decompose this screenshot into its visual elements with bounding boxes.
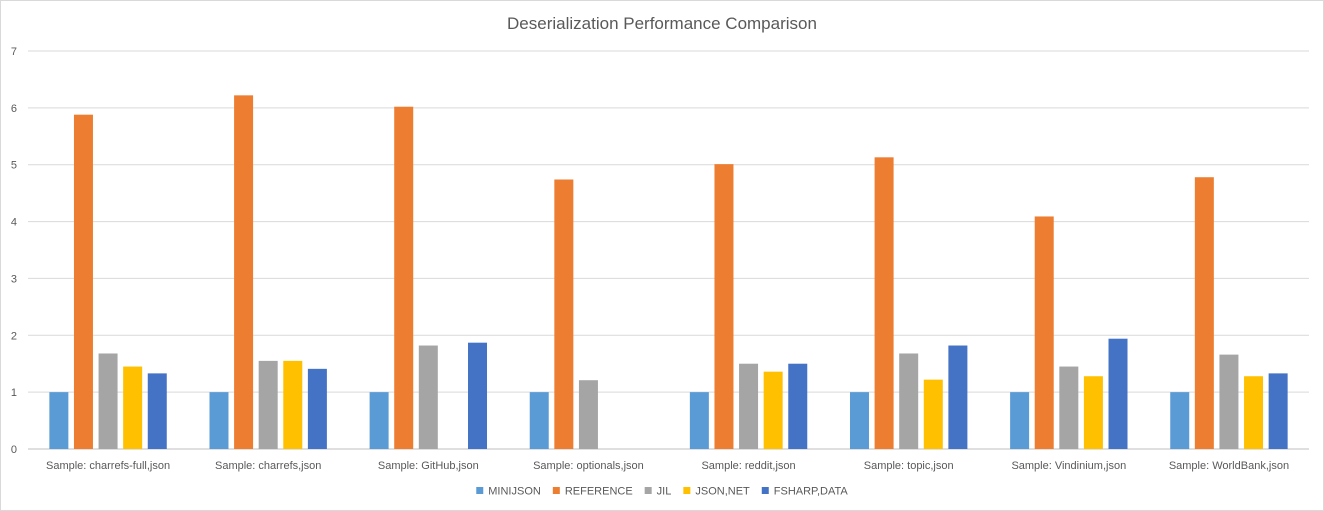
legend-swatch	[644, 487, 652, 494]
bar-json-net	[283, 360, 303, 449]
bar-minijson	[529, 392, 549, 449]
x-tick-label: Sample: charrefs-full,json	[46, 460, 170, 472]
bar-minijson	[689, 392, 709, 449]
bar-json-net	[923, 379, 943, 449]
bar-reference	[1034, 216, 1054, 449]
bar-reference	[1194, 177, 1214, 450]
bar-minijson	[849, 392, 869, 449]
y-tick-label: 6	[11, 103, 17, 115]
bar-minijson	[49, 392, 69, 449]
bar-jil	[578, 380, 598, 449]
x-tick-label: Sample: topic,json	[864, 460, 954, 472]
legend-label: JSON,NET	[695, 486, 750, 498]
legend: MINIJSON REFERENCE JIL JSON,NET FSHARP,DATA	[476, 486, 848, 498]
bar-reference	[234, 95, 254, 449]
bar-minijson	[369, 392, 389, 449]
y-tick-label: 4	[11, 217, 17, 229]
bar-jil	[739, 363, 759, 449]
chart-title: Deserialization Performance Comparison	[507, 14, 817, 33]
legend-swatch	[683, 487, 691, 494]
bars	[49, 95, 1288, 450]
y-tick-label: 5	[11, 160, 17, 172]
bar-jil	[258, 360, 278, 449]
bar-fsharp-data	[788, 363, 808, 449]
y-tick-label: 7	[11, 46, 17, 58]
bar-json-net	[1083, 376, 1103, 449]
y-tick-label: 0	[11, 444, 17, 456]
bar-jil	[98, 353, 118, 449]
bar-minijson	[209, 392, 229, 449]
legend-swatch	[476, 487, 484, 494]
legend-label: FSHARP,DATA	[774, 486, 849, 498]
bar-jil	[1219, 354, 1239, 449]
y-tick-label: 2	[11, 330, 17, 342]
x-tick-label: Sample: GitHub,json	[378, 460, 479, 472]
x-tick-label: Sample: charrefs,json	[215, 460, 321, 472]
legend-swatch	[761, 487, 769, 494]
bar-reference	[874, 157, 894, 449]
bar-fsharp-data	[307, 368, 327, 449]
bar-jil	[418, 345, 438, 449]
bar-reference	[714, 164, 734, 449]
y-tick-label: 3	[11, 273, 17, 285]
x-tick-label: Sample: WorldBank,json	[1169, 460, 1289, 472]
bar-fsharp-data	[147, 373, 167, 449]
x-tick-label: Sample: reddit,json	[701, 460, 795, 472]
x-axis-ticks: Sample: charrefs-full,json Sample: charre…	[46, 460, 1289, 472]
legend-label: JIL	[657, 486, 672, 498]
y-axis-ticks: 0 1 2 3 4 5 6 7	[11, 46, 17, 456]
bar-reference	[554, 179, 574, 450]
bar-fsharp-data	[1108, 338, 1128, 449]
y-tick-label: 1	[11, 387, 17, 399]
legend-swatch	[552, 487, 560, 494]
bar-minijson	[1010, 392, 1030, 449]
bar-fsharp-data	[1268, 373, 1288, 449]
bar-reference	[73, 114, 93, 450]
x-tick-label: Sample: optionals,json	[533, 460, 644, 472]
bar-jil	[899, 353, 919, 449]
bar-fsharp-data	[948, 345, 968, 449]
bar-json-net	[763, 371, 783, 449]
bar-jil	[1059, 366, 1079, 449]
legend-label: MINIJSON	[488, 486, 541, 498]
bar-json-net	[1244, 376, 1264, 449]
x-tick-label: Sample: Vindinium,json	[1011, 460, 1126, 472]
bar-reference	[394, 106, 414, 449]
legend-label: REFERENCE	[565, 486, 633, 498]
bar-json-net	[123, 366, 143, 449]
bar-fsharp-data	[468, 342, 488, 449]
bar-minijson	[1170, 392, 1190, 449]
